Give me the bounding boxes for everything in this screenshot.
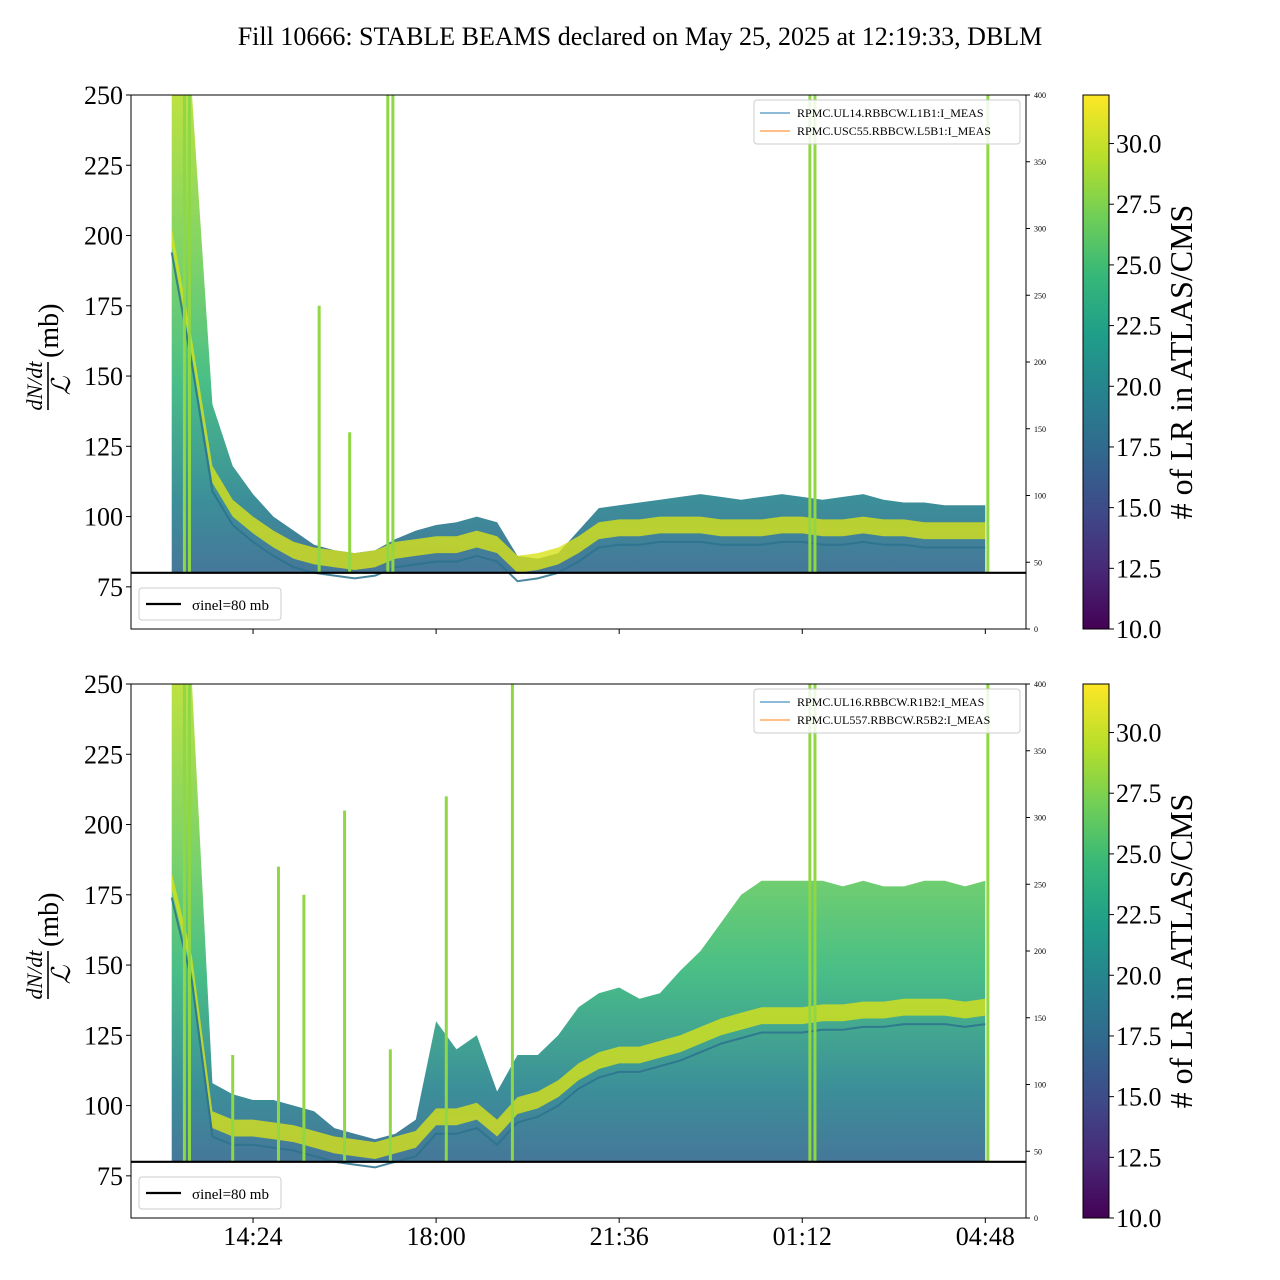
y2-tick-label: 250 <box>1034 291 1046 300</box>
data-core-line <box>170 252 986 583</box>
y2-tick-label: 150 <box>1034 1014 1046 1023</box>
y2-tick-label: 300 <box>1034 814 1046 823</box>
y-tick-label: 250 <box>84 81 123 110</box>
series-legend-box <box>753 688 1021 734</box>
y-tick-label: 100 <box>84 503 123 532</box>
sigma-legend-box <box>138 587 282 621</box>
data-band <box>171 95 986 573</box>
y-tick-label: 150 <box>84 951 123 980</box>
colorbar-tick-label: 30.0 <box>1116 719 1162 748</box>
colorbar-tick-label: 10.0 <box>1116 1204 1162 1233</box>
y-tick-label: 100 <box>84 1092 123 1121</box>
x-tick-label: 01:12 <box>773 1222 832 1251</box>
y-tick-label: 200 <box>84 222 123 251</box>
panel-0: 75 100 125 150 175 200 225 250 0 50 100 150 200 250 30… <box>22 81 1199 644</box>
y2-tick-label: 50 <box>1034 1147 1042 1156</box>
series-legend: RPMC.UL16.RBBCW.R1B2:I_MEAS RPMC.UL557.RB… <box>753 688 1021 734</box>
x-tick-label: 14:24 <box>223 1222 282 1251</box>
y2-tick-label: 350 <box>1034 747 1046 756</box>
colorbar-tick-label: 20.0 <box>1116 372 1162 401</box>
plot-area <box>170 684 990 1169</box>
colorbar: 10.0 12.5 15.0 17.5 20.0 22.5 25.0 27.5 30.0 # of… <box>1082 683 1199 1233</box>
series-legend-box <box>753 99 1021 145</box>
y-tick-label: 225 <box>84 740 123 769</box>
y-tick-label: 175 <box>84 881 123 910</box>
figure-title: Fill 10666: STABLE BEAMS declared on May… <box>238 22 1043 51</box>
sigma-legend-label: σinel=80 mb <box>192 1187 269 1203</box>
sigma-legend-label: σinel=80 mb <box>192 598 269 614</box>
y-tick-label: 125 <box>84 432 123 461</box>
data-core-line <box>170 897 986 1169</box>
colorbar-tick-label: 17.5 <box>1116 433 1162 462</box>
series-legend-label: RPMC.USC55.RBBCW.L5B1:I_MEAS <box>797 124 991 138</box>
data-median-band <box>171 872 986 1159</box>
colorbar-label: # of LR in ATLAS/CMS <box>1163 794 1199 1109</box>
y-axis-label: dN/dt ℒ (mb) <box>22 893 76 1000</box>
y-tick-label: 175 <box>84 292 123 321</box>
y2-tick-label: 0 <box>1034 625 1038 634</box>
y-tick-label: 150 <box>84 362 123 391</box>
panel-1: 75 100 125 150 175 200 225 250 0 50 100 150 200 250 30… <box>22 670 1199 1251</box>
colorbar-tick-label: 12.5 <box>1116 1143 1162 1172</box>
colorbar-tick-label: 22.5 <box>1116 312 1162 341</box>
data-median-band <box>171 227 986 573</box>
series-legend: RPMC.UL14.RBBCW.L1B1:I_MEAS RPMC.USC55.RB… <box>753 99 1021 145</box>
y-axis-label-numerator: dN/dt <box>22 361 47 411</box>
x-tick-label: 04:48 <box>956 1222 1015 1251</box>
colorbar-tick-label: 27.5 <box>1116 779 1162 808</box>
series-legend-label: RPMC.UL16.RBBCW.R1B2:I_MEAS <box>797 695 984 709</box>
series-legend-label: RPMC.UL14.RBBCW.L1B1:I_MEAS <box>797 106 984 120</box>
colorbar-tick-label: 27.5 <box>1116 190 1162 219</box>
y-axis-label: dN/dt ℒ (mb) <box>22 304 76 411</box>
plot-area <box>170 95 990 583</box>
y2-tick-label: 150 <box>1034 425 1046 434</box>
y2-tick-label: 100 <box>1034 1081 1046 1090</box>
series-legend-label: RPMC.UL557.RBBCW.R5B2:I_MEAS <box>797 713 990 727</box>
x-tick-label: 18:00 <box>406 1222 465 1251</box>
colorbar-tick-label: 25.0 <box>1116 251 1162 280</box>
y2-tick-label: 200 <box>1034 947 1046 956</box>
y-tick-label: 125 <box>84 1021 123 1050</box>
colorbar-tick-label: 25.0 <box>1116 840 1162 869</box>
colorbar-tick-label: 20.0 <box>1116 961 1162 990</box>
x-tick-label: 21:36 <box>590 1222 649 1251</box>
y-axis-label-denominator: ℒ <box>47 964 76 984</box>
y2-tick-label: 300 <box>1034 225 1046 234</box>
y2-tick-label: 250 <box>1034 880 1046 889</box>
sigma-legend: σinel=80 mb <box>138 1176 282 1210</box>
y-axis-label-numerator: dN/dt <box>22 950 47 1000</box>
colorbar-tick-label: 15.0 <box>1116 1083 1162 1112</box>
y2-tick-label: 400 <box>1034 680 1046 689</box>
y-axis-label-denominator: ℒ <box>47 375 76 395</box>
y-tick-label: 225 <box>84 151 123 180</box>
sigma-legend-box <box>138 1176 282 1210</box>
y2-tick-label: 50 <box>1034 558 1042 567</box>
colorbar-gradient <box>1082 683 1110 1219</box>
colorbar-tick-label: 10.0 <box>1116 615 1162 644</box>
y-tick-label: 200 <box>84 811 123 840</box>
colorbar-tick-label: 17.5 <box>1116 1022 1162 1051</box>
sigma-legend: σinel=80 mb <box>138 587 282 621</box>
colorbar-tick-label: 15.0 <box>1116 494 1162 523</box>
y2-tick-label: 350 <box>1034 158 1046 167</box>
y-tick-label: 75 <box>97 573 123 602</box>
data-band <box>171 684 986 1162</box>
colorbar-tick-label: 30.0 <box>1116 130 1162 159</box>
y2-tick-label: 400 <box>1034 91 1046 100</box>
colorbar: 10.0 12.5 15.0 17.5 20.0 22.5 25.0 27.5 30.0 # of… <box>1082 94 1199 644</box>
colorbar-tick-label: 22.5 <box>1116 901 1162 930</box>
y2-tick-label: 100 <box>1034 492 1046 501</box>
colorbar-tick-label: 12.5 <box>1116 554 1162 583</box>
colorbar-gradient <box>1082 94 1110 630</box>
y2-tick-label: 0 <box>1034 1214 1038 1223</box>
y2-tick-label: 200 <box>1034 358 1046 367</box>
colorbar-label: # of LR in ATLAS/CMS <box>1163 205 1199 520</box>
y-axis-label-unit: (mb) <box>34 893 65 947</box>
y-axis-label-unit: (mb) <box>34 304 65 358</box>
y-tick-label: 75 <box>97 1162 123 1191</box>
y-tick-label: 250 <box>84 670 123 699</box>
